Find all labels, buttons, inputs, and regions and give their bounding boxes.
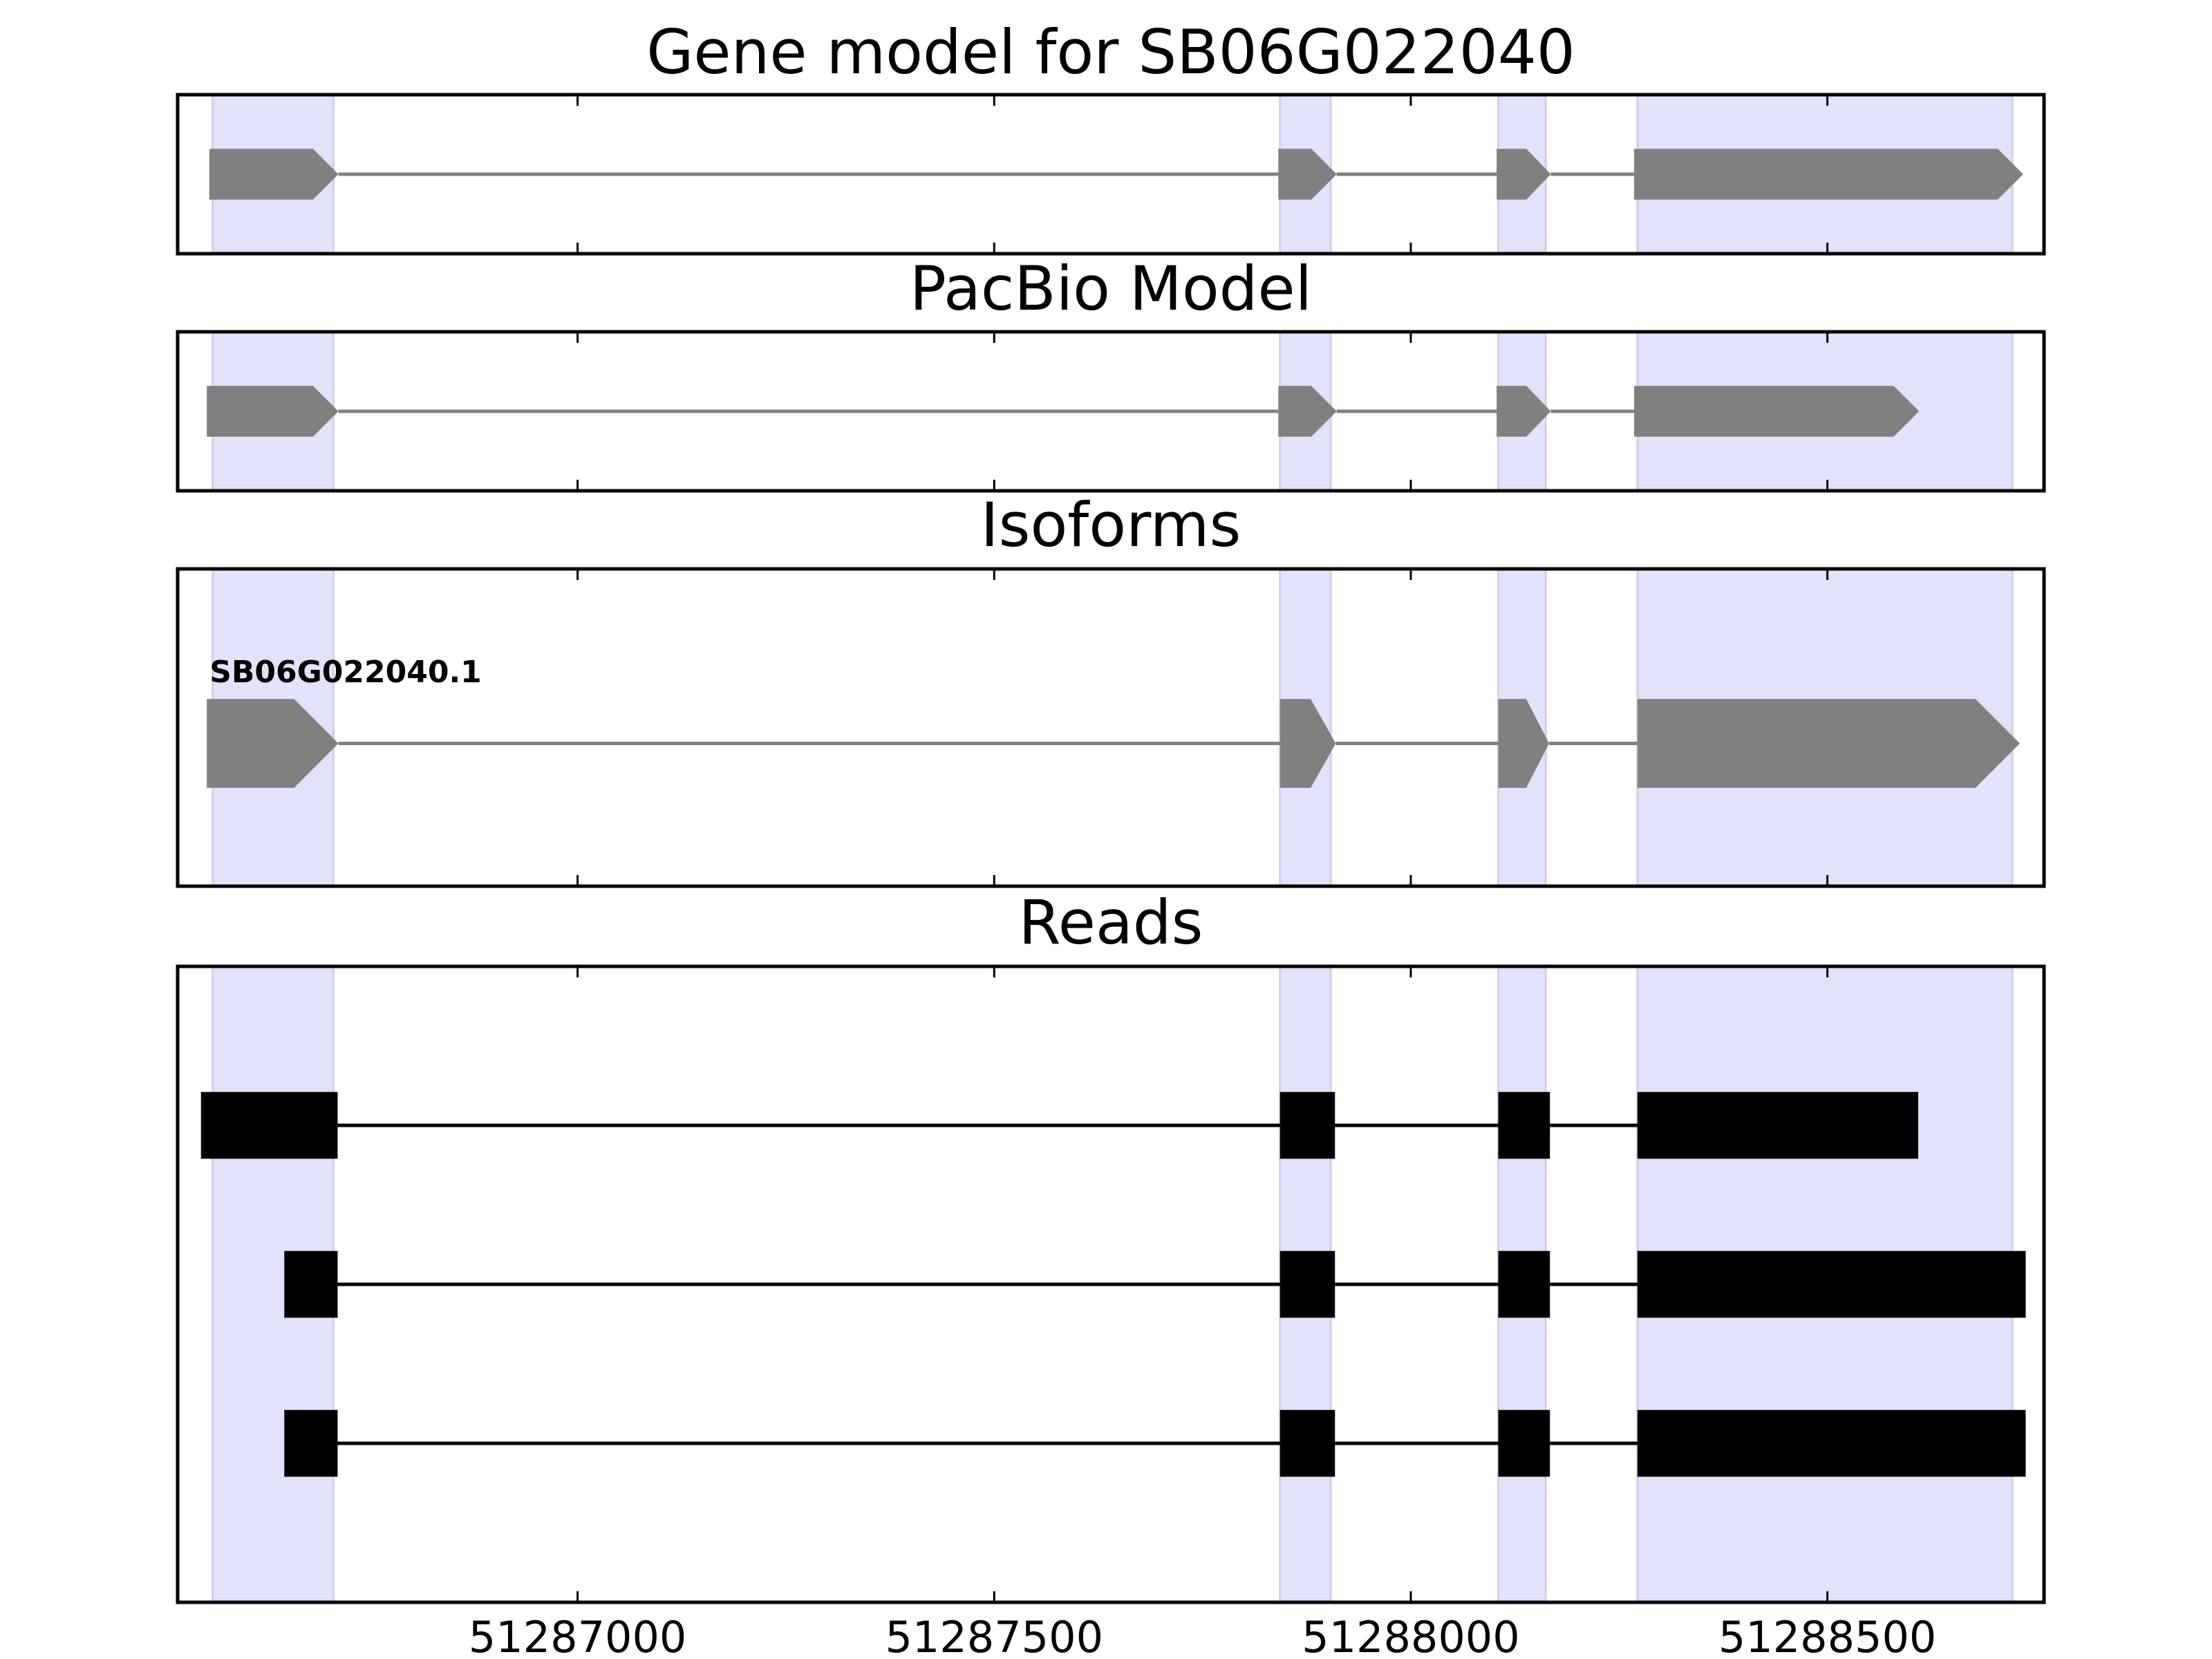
exon-arrow — [1637, 699, 2020, 788]
read-exon-block — [1280, 1091, 1335, 1159]
exon-arrow — [1497, 386, 1551, 437]
panel-frame — [176, 567, 2046, 888]
exon-arrow — [1278, 386, 1337, 437]
x-tick-label: 51287000 — [469, 1612, 687, 1659]
panel-gene-model: Gene model for SB06G022040 — [176, 17, 2046, 256]
read-exon-block — [1498, 1250, 1550, 1318]
read-exon-block — [1637, 1409, 2026, 1477]
panel-title: Gene model for SB06G022040 — [646, 17, 1575, 88]
panel-pacbio-model: PacBio Model — [176, 253, 2046, 493]
panel-frame — [176, 330, 2046, 493]
x-tick-label: 51287500 — [885, 1612, 1103, 1659]
read-exon-block — [1280, 1250, 1335, 1318]
exon-arrow — [1498, 699, 1549, 788]
exon-arrow — [1278, 149, 1337, 200]
x-tick-label: 51288000 — [1302, 1612, 1520, 1659]
read-exon-block — [1280, 1409, 1335, 1477]
read-exon-block — [200, 1091, 338, 1159]
exon-arrow — [209, 149, 339, 200]
panel-title: PacBio Model — [910, 253, 1312, 324]
exon-arrow — [1634, 386, 1920, 437]
read-exon-block — [1498, 1091, 1550, 1159]
exon-arrow — [207, 386, 339, 437]
read-exon-block — [284, 1250, 338, 1318]
panel-title: Reads — [1019, 887, 1203, 958]
exon-arrow — [1280, 699, 1336, 788]
exon-arrow — [207, 699, 339, 788]
panel-title: Isoforms — [981, 489, 1241, 561]
exon-arrow — [1497, 149, 1551, 200]
read-exon-block — [1637, 1250, 2026, 1318]
read-exon-block — [284, 1409, 338, 1477]
read-exon-block — [1498, 1409, 1550, 1477]
panel-frame — [176, 93, 2046, 256]
x-tick-label: 51288500 — [1718, 1612, 1937, 1659]
panel-isoforms: Isoforms SB06G022040.1 — [176, 489, 2046, 888]
exon-arrow — [1634, 149, 2023, 200]
isoform-label: SB06G022040.1 — [209, 655, 482, 690]
panel-frame — [176, 964, 2046, 1604]
read-exon-block — [1637, 1091, 1918, 1159]
panel-reads: Reads — [176, 887, 2046, 1604]
